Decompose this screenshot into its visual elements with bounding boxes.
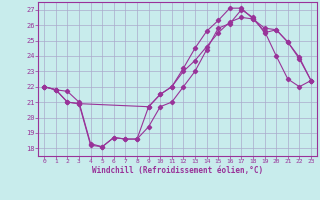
X-axis label: Windchill (Refroidissement éolien,°C): Windchill (Refroidissement éolien,°C) — [92, 166, 263, 175]
